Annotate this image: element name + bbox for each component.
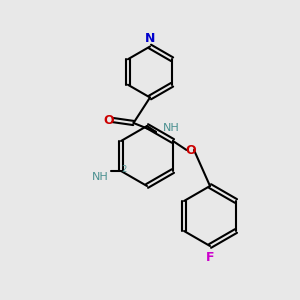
Text: NH: NH (163, 123, 179, 134)
Text: N: N (145, 32, 155, 45)
Text: O: O (103, 113, 114, 127)
Text: F: F (206, 251, 214, 264)
Text: O: O (186, 143, 196, 157)
Text: 2: 2 (122, 165, 127, 174)
Text: NH: NH (92, 172, 109, 182)
